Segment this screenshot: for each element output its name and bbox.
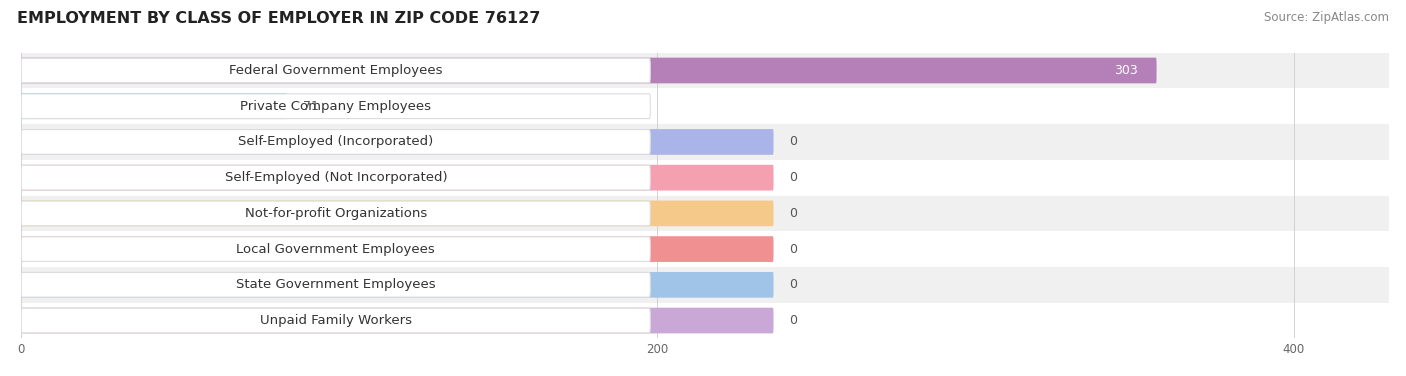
Bar bbox=[21, 196, 1389, 231]
FancyBboxPatch shape bbox=[21, 273, 651, 297]
Bar bbox=[21, 53, 1389, 88]
FancyBboxPatch shape bbox=[21, 201, 651, 226]
Bar bbox=[21, 124, 1389, 160]
Bar bbox=[21, 88, 1389, 124]
Text: Federal Government Employees: Federal Government Employees bbox=[229, 64, 443, 77]
FancyBboxPatch shape bbox=[21, 93, 287, 119]
Text: 0: 0 bbox=[789, 171, 797, 184]
FancyBboxPatch shape bbox=[21, 237, 651, 261]
FancyBboxPatch shape bbox=[21, 308, 773, 334]
Text: 0: 0 bbox=[789, 243, 797, 256]
Bar bbox=[21, 303, 1389, 338]
Text: State Government Employees: State Government Employees bbox=[236, 278, 436, 291]
Text: 71: 71 bbox=[304, 100, 319, 113]
FancyBboxPatch shape bbox=[21, 200, 773, 226]
Bar bbox=[21, 231, 1389, 267]
Text: Source: ZipAtlas.com: Source: ZipAtlas.com bbox=[1264, 11, 1389, 24]
Text: 0: 0 bbox=[789, 207, 797, 220]
FancyBboxPatch shape bbox=[21, 272, 773, 298]
FancyBboxPatch shape bbox=[21, 130, 651, 154]
Text: Private Company Employees: Private Company Employees bbox=[240, 100, 432, 113]
Text: 0: 0 bbox=[789, 135, 797, 149]
FancyBboxPatch shape bbox=[21, 165, 651, 190]
FancyBboxPatch shape bbox=[21, 129, 773, 155]
Bar bbox=[21, 267, 1389, 303]
FancyBboxPatch shape bbox=[21, 236, 773, 262]
FancyBboxPatch shape bbox=[21, 165, 773, 191]
Text: 0: 0 bbox=[789, 278, 797, 291]
FancyBboxPatch shape bbox=[21, 58, 1157, 83]
Text: Local Government Employees: Local Government Employees bbox=[236, 243, 436, 256]
Text: 0: 0 bbox=[789, 314, 797, 327]
FancyBboxPatch shape bbox=[21, 94, 651, 118]
FancyBboxPatch shape bbox=[21, 308, 651, 333]
FancyBboxPatch shape bbox=[21, 58, 651, 83]
Text: Self-Employed (Not Incorporated): Self-Employed (Not Incorporated) bbox=[225, 171, 447, 184]
Text: 303: 303 bbox=[1114, 64, 1137, 77]
Text: Self-Employed (Incorporated): Self-Employed (Incorporated) bbox=[238, 135, 433, 149]
Text: Not-for-profit Organizations: Not-for-profit Organizations bbox=[245, 207, 427, 220]
Text: EMPLOYMENT BY CLASS OF EMPLOYER IN ZIP CODE 76127: EMPLOYMENT BY CLASS OF EMPLOYER IN ZIP C… bbox=[17, 11, 540, 26]
Text: Unpaid Family Workers: Unpaid Family Workers bbox=[260, 314, 412, 327]
Bar bbox=[21, 160, 1389, 196]
